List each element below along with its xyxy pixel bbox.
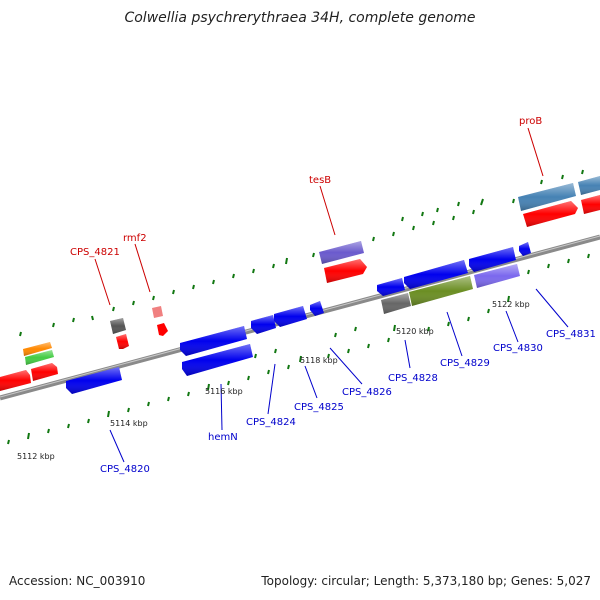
gene-labels-top: CPS_4821 rmf2 tesB proB bbox=[70, 116, 542, 258]
gene-labels-bottom: CPS_4820 hemN CPS_4824 CPS_4825 CPS_4826… bbox=[100, 329, 596, 475]
gene-arrow-tesB[interactable] bbox=[324, 259, 367, 283]
gene-label-proB[interactable]: proB bbox=[519, 116, 542, 127]
gene-label-rmf2[interactable]: rmf2 bbox=[123, 233, 147, 244]
kbp-label: 5118 kbp bbox=[300, 356, 338, 365]
gene-block-proB[interactable] bbox=[518, 183, 576, 211]
gene-label-tesB[interactable]: tesB bbox=[309, 175, 331, 186]
leader-lines-bottom bbox=[109, 288, 569, 463]
gene-arrow[interactable] bbox=[251, 315, 276, 334]
gene-block[interactable] bbox=[381, 293, 411, 314]
gene-arrow[interactable] bbox=[23, 342, 52, 356]
gene-arrow[interactable] bbox=[310, 301, 324, 316]
gene-arrow[interactable] bbox=[25, 350, 54, 365]
kbp-labels: 5112 kbp 5114 kbp 5116 kbp 5118 kbp 5120… bbox=[17, 300, 530, 461]
gene-block-cps-4830[interactable] bbox=[474, 264, 520, 288]
gene-arrow[interactable] bbox=[0, 370, 31, 391]
gene-arrow[interactable] bbox=[180, 326, 247, 356]
tick-row-lower bbox=[7, 253, 590, 445]
gene-arrow-hemN[interactable] bbox=[182, 344, 253, 376]
gene-block[interactable] bbox=[110, 318, 126, 334]
gene-block-rmf2[interactable] bbox=[152, 306, 163, 318]
gene-label-cps-4831[interactable]: CPS_4831 bbox=[546, 329, 596, 340]
gene-label-cps-4824[interactable]: CPS_4824 bbox=[246, 417, 296, 428]
gene-arrow[interactable] bbox=[519, 242, 531, 256]
reverse-genes bbox=[66, 242, 531, 394]
leader-lines-top bbox=[94, 127, 544, 306]
forward-genes bbox=[0, 176, 600, 391]
gene-label-cps-4825[interactable]: CPS_4825 bbox=[294, 402, 344, 413]
kbp-label: 5122 kbp bbox=[492, 300, 530, 309]
accession-label: Accession: NC_003910 bbox=[9, 574, 146, 588]
gene-arrow-proB[interactable] bbox=[523, 201, 578, 227]
genome-summary-label: Topology: circular; Length: 5,373,180 bp… bbox=[261, 574, 591, 588]
gene-arrow[interactable] bbox=[469, 247, 516, 272]
gene-arrow[interactable] bbox=[581, 195, 600, 214]
kbp-label: 5112 kbp bbox=[17, 452, 55, 461]
gene-label-cps-4820[interactable]: CPS_4820 bbox=[100, 464, 150, 475]
gene-label-hemN[interactable]: hemN bbox=[208, 432, 238, 443]
kbp-label: 5116 kbp bbox=[205, 387, 243, 396]
gene-label-cps-4826[interactable]: CPS_4826 bbox=[342, 387, 392, 398]
gene-block[interactable] bbox=[578, 176, 600, 195]
gene-arrow-rmf2[interactable] bbox=[157, 323, 168, 336]
kbp-label: 5120 kbp bbox=[396, 327, 434, 336]
gene-arrow[interactable] bbox=[274, 306, 307, 327]
gene-label-cps-4829[interactable]: CPS_4829 bbox=[440, 358, 490, 369]
map-title: Colwellia psychrerythraea 34H, complete … bbox=[124, 10, 476, 26]
gene-label-cps-4830[interactable]: CPS_4830 bbox=[493, 343, 543, 354]
gene-arrow-cps-4821[interactable] bbox=[116, 334, 129, 349]
tick-row-upper bbox=[19, 169, 584, 337]
gene-arrow[interactable] bbox=[31, 363, 58, 381]
kbp-label: 5114 kbp bbox=[110, 419, 148, 428]
gene-arrow-cps-4820[interactable] bbox=[66, 367, 122, 394]
gene-block-cps-4829[interactable] bbox=[409, 276, 473, 306]
gene-arrow[interactable] bbox=[404, 260, 468, 289]
gene-label-cps-4828[interactable]: CPS_4828 bbox=[388, 373, 438, 384]
gene-label-cps-4821[interactable]: CPS_4821 bbox=[70, 247, 120, 258]
gene-arrow[interactable] bbox=[377, 278, 405, 296]
gene-block-tesB[interactable] bbox=[319, 241, 364, 264]
